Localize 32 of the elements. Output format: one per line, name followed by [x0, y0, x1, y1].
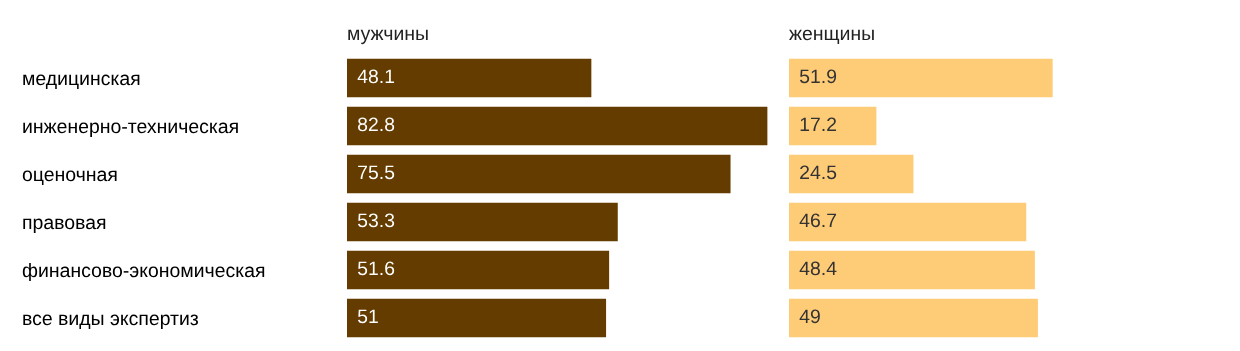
bar: [347, 250, 610, 290]
data-label: 24.5: [800, 165, 837, 180]
data-label: 51.9: [799, 69, 837, 84]
bar: [347, 298, 607, 338]
data-label: 49: [799, 309, 820, 324]
y-tick-label: оценочная: [22, 170, 117, 185]
data-label: 46.7: [799, 213, 837, 228]
bar: [789, 250, 1035, 290]
data-label: 75.5: [358, 165, 395, 180]
data-label: 82.8: [358, 117, 395, 132]
bar: [789, 154, 914, 194]
chart-title: женщины: [789, 29, 874, 44]
bar: [347, 106, 768, 146]
bar: [789, 202, 1027, 242]
bar: [347, 202, 618, 242]
data-label: 53.3: [357, 213, 395, 228]
data-label: 17.2: [800, 117, 837, 132]
bar: [789, 58, 1053, 98]
y-tick-label: инженерно-техническая: [23, 122, 238, 138]
y-tick-label: финансово-экономическая: [22, 262, 265, 282]
bar: [789, 106, 877, 146]
y-tick-label: правовая: [23, 218, 106, 234]
data-label: 51.6: [357, 261, 395, 276]
data-label: 48.4: [799, 261, 837, 276]
chart-title: мужчины: [348, 29, 428, 45]
y-tick-label: медицинская: [23, 74, 140, 89]
data-label: 48.1: [357, 69, 395, 84]
data-label: 51: [357, 309, 378, 324]
bar: [789, 298, 1038, 338]
bar: [347, 154, 731, 194]
y-tick-label: все виды экспертиз: [23, 314, 199, 330]
bar: [347, 58, 592, 98]
